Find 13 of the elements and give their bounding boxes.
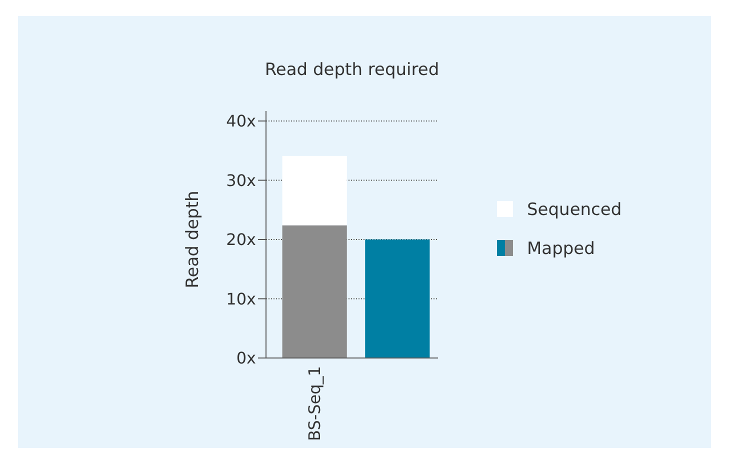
- bar: [365, 240, 430, 358]
- y-tick-label: 40x: [226, 112, 256, 131]
- y-axis-title: Read depth: [183, 190, 203, 288]
- legend-label: Mapped: [527, 238, 595, 259]
- y-tick-label: 20x: [226, 230, 256, 250]
- x-tick-label: BS-Seq_1: [305, 366, 324, 441]
- bar: [282, 225, 347, 358]
- bar: [282, 156, 347, 226]
- legend-label: Sequenced: [527, 200, 622, 220]
- chart-title: Read depth required: [264, 60, 440, 80]
- y-tick-label: 10x: [226, 289, 256, 308]
- y-tick-label: 0x: [236, 348, 256, 368]
- y-tick-label: 30x: [226, 170, 256, 190]
